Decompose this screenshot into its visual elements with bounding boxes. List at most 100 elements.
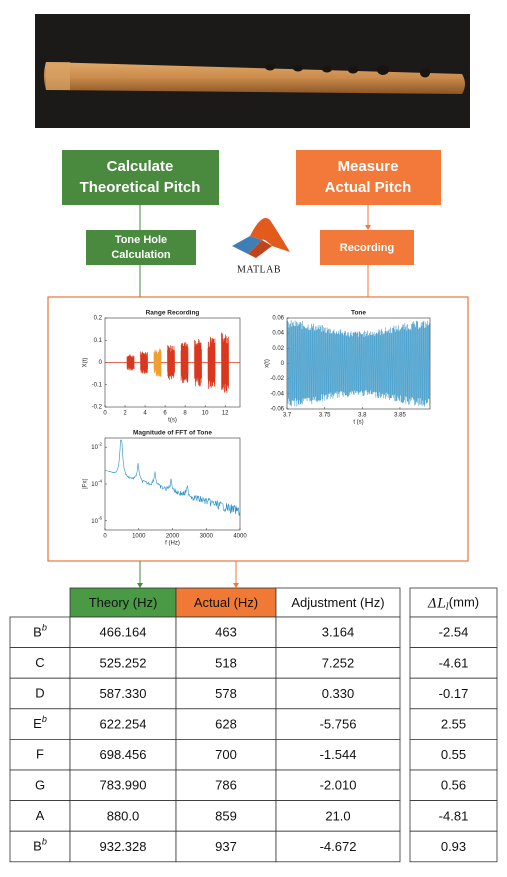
tone-hole — [265, 63, 275, 71]
theory-box-line: Calculate — [107, 158, 174, 175]
row-cell — [69, 647, 177, 679]
note-label: F — [36, 747, 44, 762]
y-tick-label: 0.1 — [94, 338, 103, 344]
side-cell — [409, 769, 498, 802]
row-cell — [69, 739, 177, 771]
cell-value: 932.328 — [100, 839, 147, 854]
logo-face — [248, 240, 272, 258]
x-tick-label: 0 — [103, 534, 107, 540]
row-cell — [69, 616, 177, 649]
x-tick-label: 12 — [222, 411, 229, 417]
note-letter: B — [33, 839, 42, 854]
row-cell — [275, 677, 401, 710]
delta-value: -2.54 — [439, 625, 469, 640]
y-tick-label: 0.2 — [94, 316, 103, 322]
delta-value: 0.55 — [441, 747, 466, 762]
arrowhead — [365, 225, 371, 230]
row-cell — [275, 739, 401, 771]
row-cell — [9, 830, 71, 863]
y-tick-label: 0 — [281, 361, 285, 367]
logo-face — [232, 236, 262, 254]
note-label: Eb — [33, 714, 47, 731]
note-label: Bb — [33, 623, 47, 640]
fft-trace — [104, 439, 241, 516]
waveform-burst — [194, 338, 202, 387]
row-cell — [275, 830, 401, 863]
note-label: C — [35, 655, 44, 670]
theory-box-line: Theoretical Pitch — [80, 179, 201, 196]
side-header-label: ΔLl(mm) — [427, 595, 479, 612]
header-cell — [175, 587, 277, 618]
plot-title: Range Recording — [146, 310, 200, 317]
side-header-cell — [409, 587, 498, 618]
x-tick-label: 3.85 — [394, 413, 406, 419]
row-cell — [69, 769, 177, 802]
row-cell — [175, 739, 277, 771]
unit: (mm) — [449, 595, 479, 610]
tone-hole-box-line: Calculation — [111, 249, 171, 261]
cell-value: 7.252 — [322, 655, 355, 670]
tick-base: 10 — [91, 445, 98, 451]
delta-value: -4.81 — [439, 808, 469, 823]
row-cell — [69, 708, 177, 740]
tone-hole — [322, 65, 332, 73]
row-cell — [275, 647, 401, 679]
logo-face — [250, 218, 290, 252]
note-label: Bb — [33, 837, 47, 854]
waveform-burst — [140, 351, 148, 374]
row-cell — [175, 800, 277, 832]
x-axis-label: f (Hz) — [165, 541, 180, 547]
flute-wrap — [46, 62, 70, 90]
x-tick-label: 4000 — [233, 534, 247, 540]
pitch-table: Theory (Hz) Actual (Hz) Adjustment (Hz) ΔLl… — [9, 587, 498, 863]
waveform-burst — [221, 332, 229, 393]
cell-value: 937 — [215, 839, 237, 854]
tick-base: 10 — [91, 482, 98, 488]
x-tick-label: 4 — [143, 411, 147, 417]
x-tick-label: 10 — [202, 411, 209, 417]
plot-title: Tone — [351, 310, 366, 317]
recording-box — [320, 230, 414, 265]
row-cell — [9, 800, 71, 832]
note-letter: C — [35, 655, 44, 670]
x-tick-label: 3.7 — [283, 413, 292, 419]
row-cell — [175, 677, 277, 710]
note-letter: A — [36, 808, 45, 823]
tick-exponent: -4 — [98, 479, 102, 484]
y-tick-label: 10-6 — [91, 515, 102, 524]
subscript: l — [446, 602, 449, 612]
note-letter: F — [36, 747, 44, 762]
cell-value: 578 — [215, 686, 237, 701]
tick-base: 10 — [91, 518, 98, 524]
y-tick-label: 10-2 — [91, 442, 102, 451]
note-label: A — [36, 808, 45, 823]
cell-value: -5.756 — [320, 717, 357, 732]
tone-hole — [377, 65, 389, 75]
cell-value: 698.456 — [100, 747, 147, 762]
row-cell — [175, 616, 277, 649]
y-tick-label: -0.06 — [270, 407, 284, 413]
y-tick-label: 10-4 — [91, 479, 102, 488]
side-cell — [409, 616, 498, 649]
y-axis-label: |Fx| — [83, 479, 89, 489]
row-cell — [275, 708, 401, 740]
x-tick-label: 3.8 — [358, 413, 367, 419]
note-accidental: b — [42, 623, 47, 633]
waveform-burst — [126, 354, 135, 371]
tick-exponent: -2 — [98, 442, 102, 447]
note-letter: B — [33, 625, 42, 640]
x-tick-label: 6 — [163, 411, 167, 417]
y-tick-label: -0.2 — [92, 405, 103, 411]
note-letter: E — [33, 717, 42, 732]
tone-hole — [293, 64, 303, 72]
x-axis-label: t (s) — [353, 420, 363, 426]
x-tick-label: 0 — [103, 411, 107, 417]
actual-box-line: Measure — [338, 158, 399, 175]
row-cell — [175, 769, 277, 802]
row-cell — [69, 677, 177, 710]
delta-value: 0.56 — [441, 778, 466, 793]
header-cell — [69, 587, 177, 618]
cell-value: 518 — [215, 655, 237, 670]
